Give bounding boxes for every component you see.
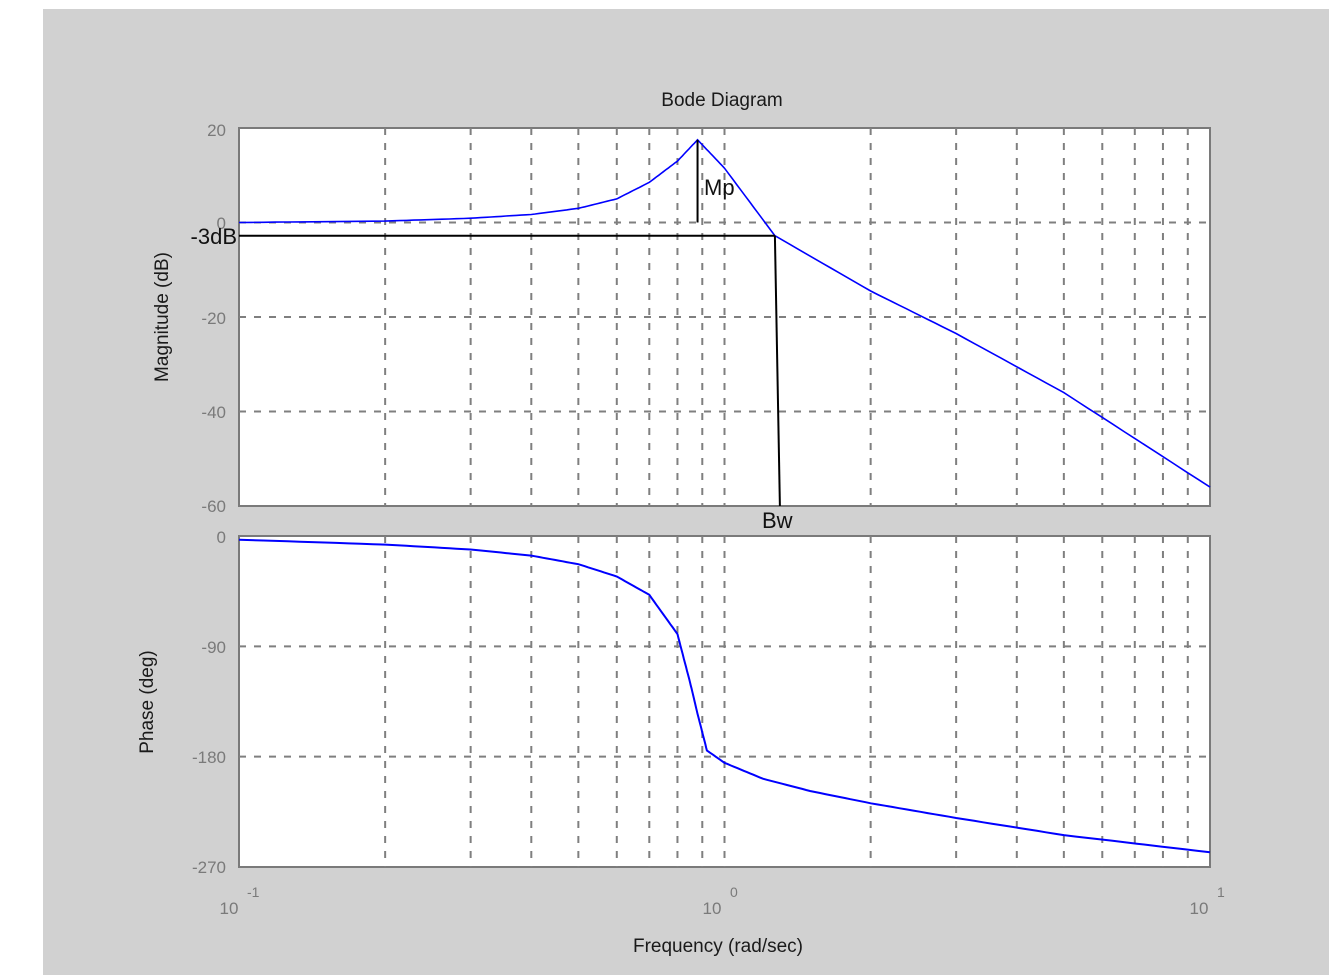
phase-tick-minus270: -270	[192, 858, 226, 877]
phase-tick-minus90: -90	[201, 638, 226, 657]
minus3db-annotation: -3dB	[191, 224, 237, 249]
mag-tick-minus40: -40	[201, 403, 226, 422]
bw-annotation: Bw	[762, 508, 793, 533]
magnitude-grid	[239, 128, 1210, 506]
magnitude-curve	[238, 138, 1211, 488]
svg-text:10: 10	[1190, 899, 1209, 918]
phase-tick-0: 0	[217, 528, 226, 547]
x-tick-10: 10 1	[1190, 884, 1225, 918]
phase-curve	[238, 538, 1211, 854]
x-tick-1: 10 0	[703, 884, 738, 918]
mag-tick-0: 0	[217, 214, 226, 233]
mag-tick-minus20: -20	[201, 309, 226, 328]
phase-grid	[239, 536, 1210, 867]
bode-plot: Bode Diagram 20 0 -20 -40 -60 0 -90 -180…	[137, 90, 1225, 957]
svg-text:-1: -1	[247, 884, 260, 900]
svg-text:10: 10	[220, 899, 239, 918]
annotation-lines	[239, 139, 781, 507]
phase-axes	[238, 535, 1211, 868]
mp-annotation: Mp	[704, 175, 735, 200]
svg-text:0: 0	[730, 884, 738, 900]
x-axis-label: Frequency (rad/sec)	[633, 936, 803, 957]
chart-title: Bode Diagram	[661, 90, 782, 111]
svg-text:10: 10	[703, 899, 722, 918]
phase-y-label: Phase (deg)	[137, 650, 158, 754]
x-tick-0.1: 10 -1	[220, 884, 260, 918]
figure-window: Bode Diagram 20 0 -20 -40 -60 0 -90 -180…	[43, 9, 1329, 975]
phase-tick-minus180: -180	[192, 748, 226, 767]
magnitude-y-label: Magnitude (dB)	[152, 252, 173, 382]
mag-tick-20: 20	[207, 121, 226, 140]
svg-text:1: 1	[1217, 884, 1225, 900]
magnitude-axes	[238, 127, 1211, 507]
mag-tick-minus60: -60	[201, 497, 226, 516]
